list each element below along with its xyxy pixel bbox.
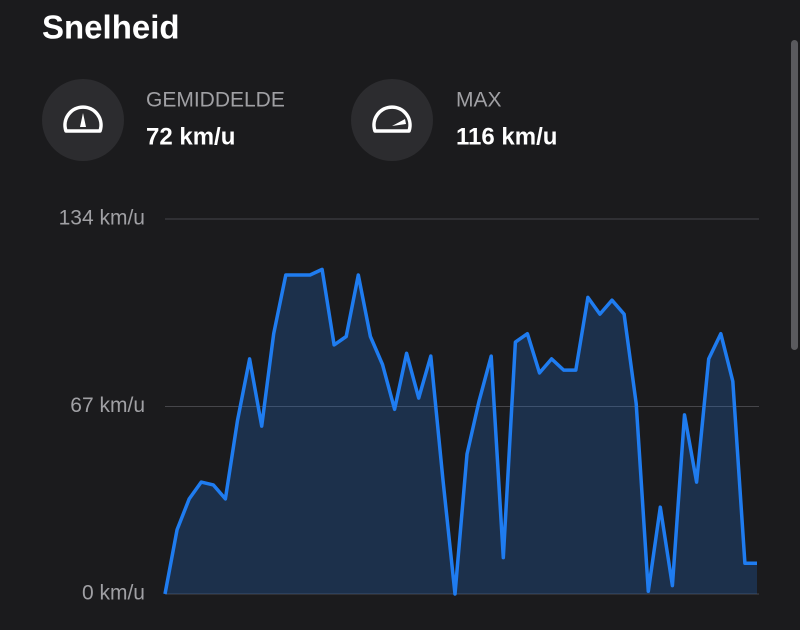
scrollbar[interactable] <box>791 40 798 350</box>
stat-icon <box>42 79 124 161</box>
y-tick-label: 0 km/u <box>82 582 145 605</box>
y-tick-label: 134 km/u <box>59 207 145 230</box>
stat-icon <box>351 79 433 161</box>
stat-label: MAX <box>456 89 502 112</box>
y-tick-label: 67 km/u <box>70 394 145 417</box>
area <box>165 269 757 594</box>
stat-value: 72 km/u <box>146 123 235 150</box>
title: Snelheid <box>42 9 180 46</box>
stat-label: GEMIDDELDE <box>146 89 285 112</box>
line <box>163 267 757 596</box>
stat-value: 116 km/u <box>456 123 557 150</box>
